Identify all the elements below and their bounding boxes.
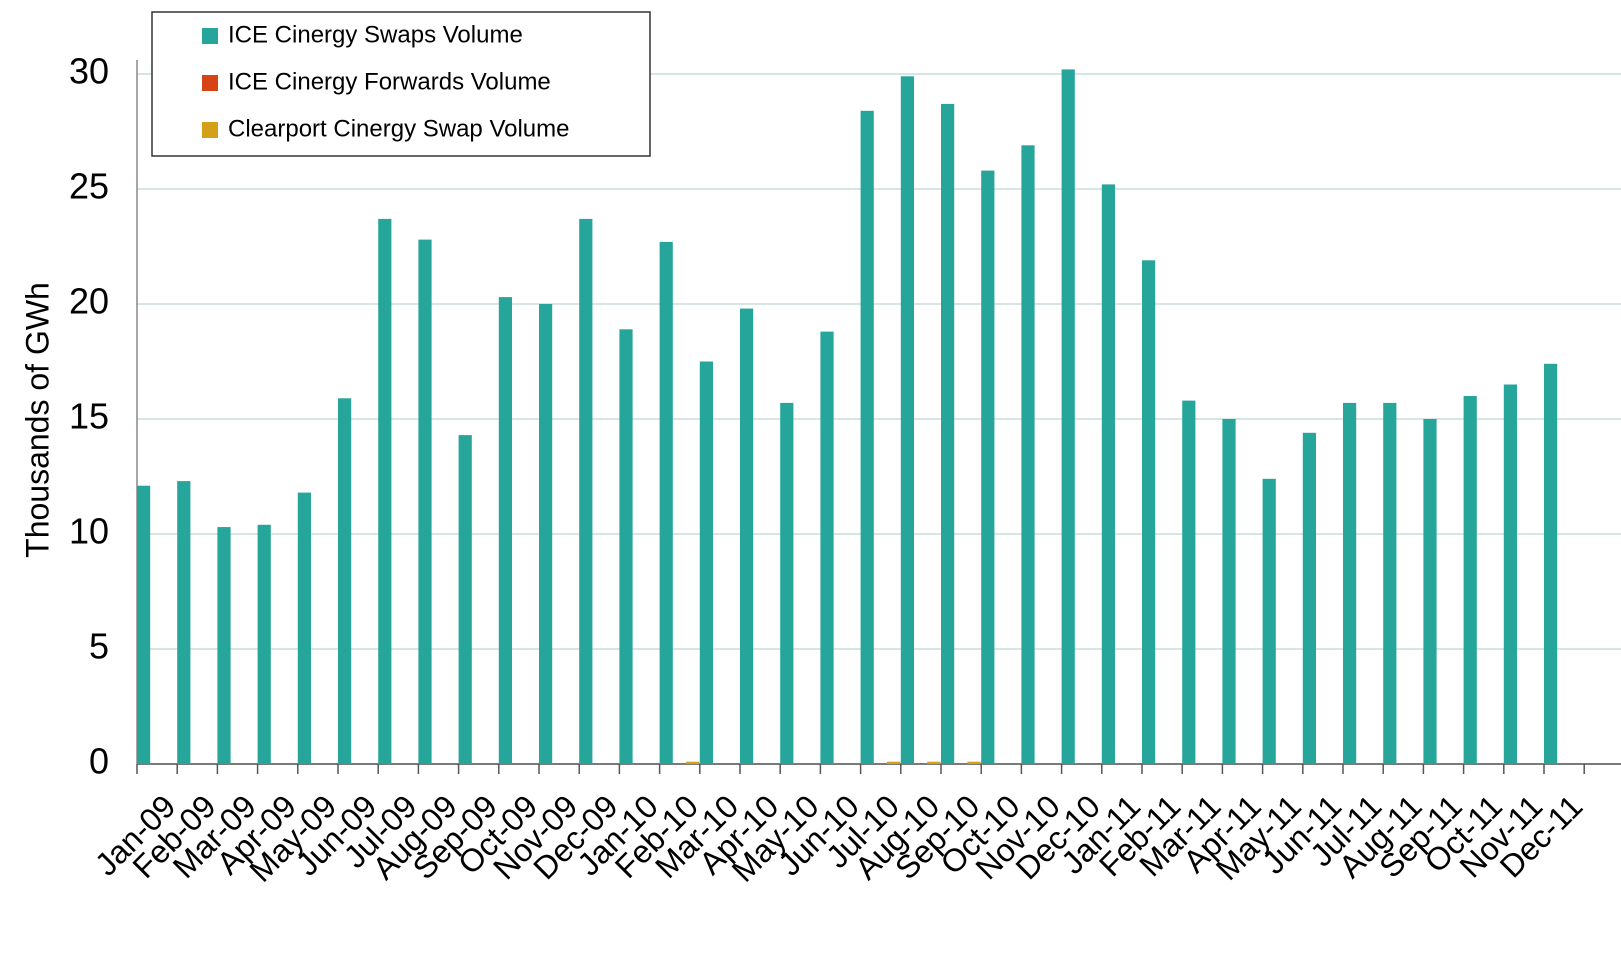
bar	[1182, 400, 1196, 764]
y-axis-label: Thousands of GWh	[19, 282, 55, 558]
legend-swatch	[202, 122, 218, 138]
bar	[780, 402, 794, 764]
bar	[1302, 432, 1316, 764]
bar	[619, 329, 633, 764]
legend-label: ICE Cinergy Forwards Volume	[228, 68, 551, 95]
bar	[1423, 419, 1437, 764]
bar	[686, 761, 700, 764]
bar	[860, 110, 874, 765]
bar	[1383, 402, 1397, 764]
bar	[539, 304, 553, 764]
bar	[1061, 69, 1075, 764]
legend-box	[151, 11, 651, 157]
bar	[981, 170, 995, 765]
legend-swatch	[202, 28, 218, 44]
bar	[297, 492, 311, 764]
bar	[740, 308, 754, 764]
bar	[900, 76, 914, 765]
y-tick-label: 0	[89, 741, 109, 782]
legend-swatch	[202, 75, 218, 91]
bar	[927, 761, 941, 764]
y-tick-label: 20	[69, 281, 109, 322]
bar	[1142, 260, 1156, 764]
bar	[418, 239, 432, 765]
y-tick-label: 10	[69, 511, 109, 552]
bar	[1343, 402, 1357, 764]
bar	[1101, 184, 1115, 764]
bar	[1544, 363, 1558, 764]
bar	[177, 481, 191, 764]
bar	[1463, 396, 1477, 764]
bar	[498, 297, 512, 764]
bar	[659, 241, 673, 764]
bar	[820, 331, 834, 764]
bar	[887, 761, 901, 764]
bar	[257, 524, 271, 764]
bar	[699, 361, 713, 764]
bar	[1262, 478, 1276, 764]
bar	[137, 485, 151, 764]
legend-label: ICE Cinergy Swaps Volume	[228, 21, 523, 48]
y-tick-label: 15	[69, 396, 109, 437]
bar	[217, 527, 231, 764]
bar	[1222, 419, 1236, 764]
legend-label: Clearport Cinergy Swap Volume	[228, 115, 570, 142]
bar	[1021, 145, 1035, 765]
bar	[1503, 384, 1517, 764]
y-tick-label: 5	[89, 626, 109, 667]
bar	[941, 103, 955, 764]
bar	[458, 435, 472, 764]
bar	[378, 218, 392, 764]
bar	[338, 398, 352, 764]
y-tick-label: 25	[69, 166, 109, 207]
y-tick-label: 30	[69, 51, 109, 92]
bar	[579, 218, 593, 764]
bar	[967, 761, 981, 764]
